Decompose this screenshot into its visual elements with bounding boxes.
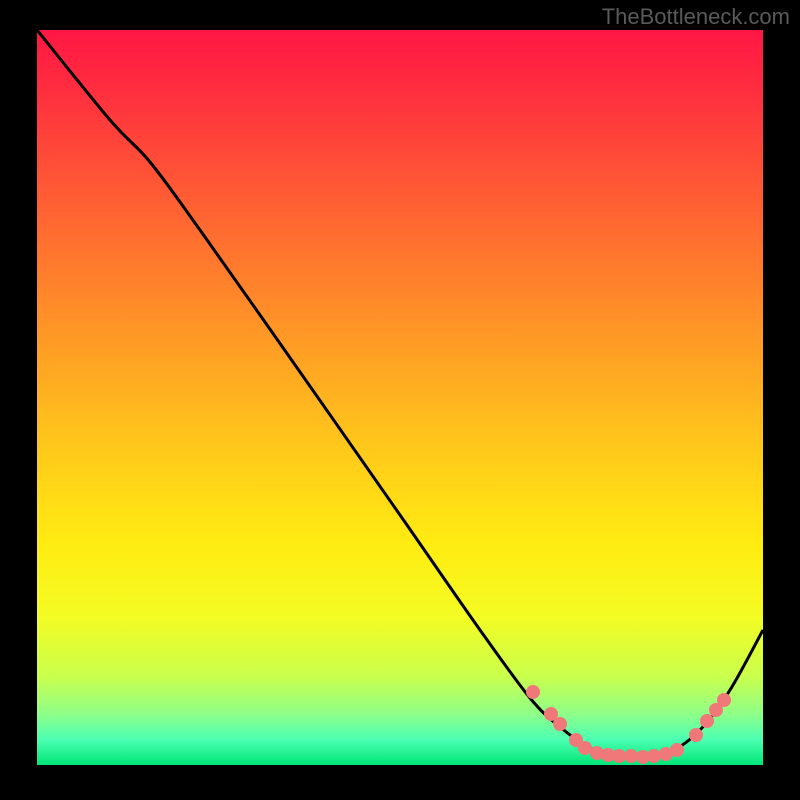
data-marker xyxy=(624,749,638,763)
data-marker xyxy=(700,714,714,728)
data-marker xyxy=(526,685,540,699)
data-marker xyxy=(717,693,731,707)
data-marker xyxy=(647,749,661,763)
data-marker xyxy=(612,749,626,763)
data-marker xyxy=(689,728,703,742)
data-marker xyxy=(578,741,592,755)
gradient-background xyxy=(37,30,763,765)
chart-container: { "watermark": "TheBottleneck.com", "cha… xyxy=(0,0,800,800)
bottleneck-chart xyxy=(0,0,800,800)
watermark-text: TheBottleneck.com xyxy=(602,4,790,30)
data-marker xyxy=(670,743,684,757)
data-marker xyxy=(553,717,567,731)
